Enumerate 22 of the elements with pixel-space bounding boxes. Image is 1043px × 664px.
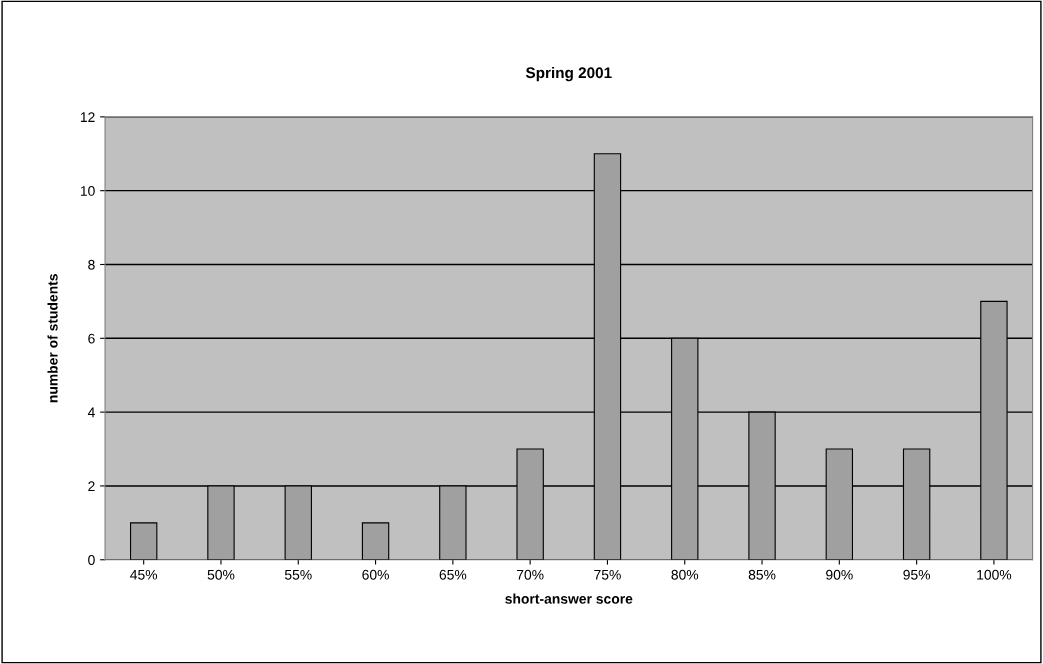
x-tick-label: 70% (516, 569, 544, 580)
y-tick-label: 2 (88, 481, 95, 491)
y-tick-label: 4 (87, 407, 95, 418)
x-tick-label: 60% (362, 569, 389, 580)
y-axis-title: number of students (47, 274, 58, 403)
y-tick-label: 0 (88, 555, 95, 565)
y-tick-label: 12 (80, 112, 95, 122)
x-tick-label: 50% (207, 569, 235, 580)
x-tick-label: 90% (826, 569, 853, 580)
x-tick-label: 80% (671, 569, 699, 580)
x-tick-label: 100% (977, 569, 1012, 580)
x-tick-label: 95% (903, 569, 931, 580)
x-tick-label: 55% (284, 569, 312, 580)
y-tick-label: 8 (88, 259, 95, 270)
y-tick-label: 10 (80, 186, 95, 196)
y-tick-label: 6 (88, 333, 95, 344)
chart-title: Spring 2001 (525, 66, 612, 82)
x-axis-title: short-answer score (505, 593, 633, 604)
x-tick-label: 45% (130, 569, 158, 580)
x-tick-label: 65% (439, 569, 467, 580)
x-tick-label: 85% (748, 569, 776, 580)
x-tick-label: 75% (594, 569, 621, 580)
